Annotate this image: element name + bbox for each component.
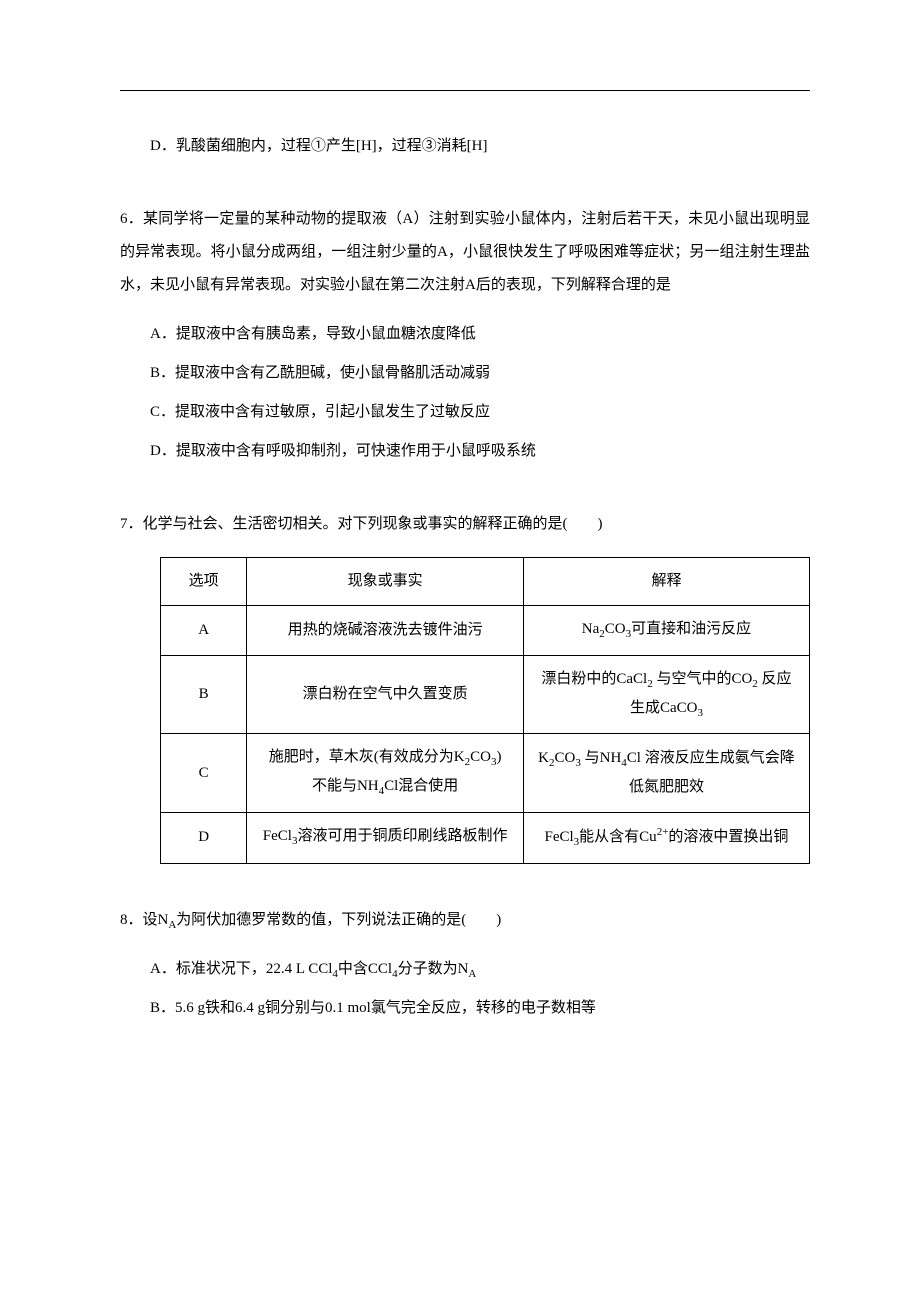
q8-optA-post: 分子数为N bbox=[398, 961, 469, 977]
q8-stem: 8．设NA为阿伏加德罗常数的值，下列说法正确的是( ) bbox=[120, 904, 810, 937]
q8-stem-pre: 8．设N bbox=[120, 912, 168, 928]
q7-stem: 7．化学与社会、生活密切相关。对下列现象或事实的解释正确的是( ) bbox=[120, 508, 810, 541]
q7-cell-opt: A bbox=[161, 606, 247, 656]
q7-table: 选项 现象或事实 解释 A用热的烧碱溶液洗去镀件油污Na2CO3可直接和油污反应… bbox=[160, 557, 810, 864]
q7-row-C: C施肥时，草木灰(有效成分为K2CO3)不能与NH4Cl混合使用K2CO3 与N… bbox=[161, 734, 810, 813]
q7-block: 7．化学与社会、生活密切相关。对下列现象或事实的解释正确的是( ) 选项 现象或… bbox=[120, 508, 810, 864]
q8-block: 8．设NA为阿伏加德罗常数的值，下列说法正确的是( ) A．标准状况下，22.4… bbox=[120, 904, 810, 1025]
q6-option-a: A．提取液中含有胰岛素，导致小鼠血糖浓度降低 bbox=[120, 318, 810, 351]
q7-cell-opt: D bbox=[161, 812, 247, 863]
q7-cell-exp: 漂白粉中的CaCl2 与空气中的CO2 反应生成CaCO3 bbox=[523, 655, 809, 734]
q7-cell-fact: 漂白粉在空气中久置变质 bbox=[247, 655, 524, 734]
q7-cell-fact: 用热的烧碱溶液洗去镀件油污 bbox=[247, 606, 524, 656]
q5-option-d: D．乳酸菌细胞内，过程①产生[H]，过程③消耗[H] bbox=[120, 130, 810, 163]
q7-cell-fact: FeCl3溶液可用于铜质印刷线路板制作 bbox=[247, 812, 524, 863]
page-content: D．乳酸菌细胞内，过程①产生[H]，过程③消耗[H] 6．某同学将一定量的某种动… bbox=[120, 90, 810, 1025]
q7-cell-exp: K2CO3 与NH4Cl 溶液反应生成氨气会降低氮肥肥效 bbox=[523, 734, 809, 813]
q8-optA-pre: A．标准状况下，22.4 L CCl bbox=[150, 961, 332, 977]
q7-cell-exp: Na2CO3可直接和油污反应 bbox=[523, 606, 809, 656]
q6-option-c: C．提取液中含有过敏原，引起小鼠发生了过敏反应 bbox=[120, 396, 810, 429]
document-page: D．乳酸菌细胞内，过程①产生[H]，过程③消耗[H] 6．某同学将一定量的某种动… bbox=[0, 0, 920, 1302]
q7-row-D: DFeCl3溶液可用于铜质印刷线路板制作FeCl3能从含有Cu2+的溶液中置换出… bbox=[161, 812, 810, 863]
q8-option-b: B．5.6 g铁和6.4 g铜分别与0.1 mol氯气完全反应，转移的电子数相等 bbox=[120, 992, 810, 1025]
q7-header-fact: 现象或事实 bbox=[247, 558, 524, 606]
q6-option-b: B．提取液中含有乙酰胆碱，使小鼠骨骼肌活动减弱 bbox=[120, 357, 810, 390]
q7-tbody: A用热的烧碱溶液洗去镀件油污Na2CO3可直接和油污反应B漂白粉在空气中久置变质… bbox=[161, 606, 810, 864]
q7-row-B: B漂白粉在空气中久置变质漂白粉中的CaCl2 与空气中的CO2 反应生成CaCO… bbox=[161, 655, 810, 734]
q7-cell-opt: B bbox=[161, 655, 247, 734]
q8-option-a: A．标准状况下，22.4 L CCl4中含CCl4分子数为NA bbox=[120, 953, 810, 986]
q6-option-d: D．提取液中含有呼吸抑制剂，可快速作用于小鼠呼吸系统 bbox=[120, 435, 810, 468]
q7-header-opt: 选项 bbox=[161, 558, 247, 606]
q7-cell-exp: FeCl3能从含有Cu2+的溶液中置换出铜 bbox=[523, 812, 809, 863]
q8-optA-subN: A bbox=[468, 968, 476, 980]
q7-row-A: A用热的烧碱溶液洗去镀件油污Na2CO3可直接和油污反应 bbox=[161, 606, 810, 656]
q7-cell-fact: 施肥时，草木灰(有效成分为K2CO3)不能与NH4Cl混合使用 bbox=[247, 734, 524, 813]
q8-optA-mid: 中含CCl bbox=[338, 961, 392, 977]
q7-header-exp: 解释 bbox=[523, 558, 809, 606]
q6-block: 6．某同学将一定量的某种动物的提取液（A）注射到实验小鼠体内，注射后若干天，未见… bbox=[120, 203, 810, 468]
top-border-rule bbox=[120, 90, 810, 91]
q8-stem-post: 为阿伏加德罗常数的值，下列说法正确的是( ) bbox=[176, 912, 501, 928]
q7-cell-opt: C bbox=[161, 734, 247, 813]
q6-stem: 6．某同学将一定量的某种动物的提取液（A）注射到实验小鼠体内，注射后若干天，未见… bbox=[120, 203, 810, 302]
q7-header-row: 选项 现象或事实 解释 bbox=[161, 558, 810, 606]
